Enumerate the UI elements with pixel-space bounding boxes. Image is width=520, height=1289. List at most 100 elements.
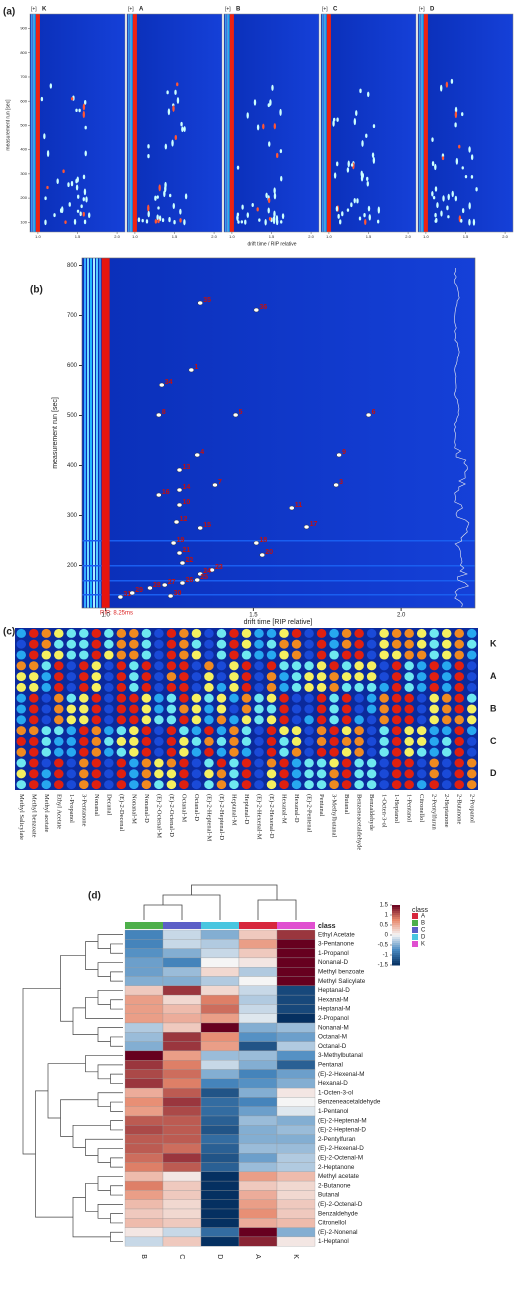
heat-cell — [276, 976, 316, 986]
spot — [85, 196, 88, 203]
spot — [254, 736, 264, 746]
spot — [76, 176, 79, 183]
scale-label: 1.5 — [380, 903, 389, 909]
scale-step — [392, 933, 400, 936]
heat-cell — [276, 1041, 316, 1052]
spot — [391, 661, 402, 671]
heat-cell — [276, 1227, 316, 1238]
column-label: B — [140, 1254, 147, 1259]
spot — [354, 682, 364, 692]
rip-line — [229, 14, 234, 232]
spot — [279, 747, 289, 757]
spot — [304, 672, 314, 682]
stripe — [228, 14, 230, 232]
heat-cell — [200, 1041, 240, 1052]
spot — [204, 639, 214, 649]
peak-label: 4 — [200, 449, 204, 456]
peak-label: 35 — [203, 297, 211, 304]
spot — [244, 219, 247, 225]
heat-cell — [162, 1050, 202, 1061]
peak-label: 6 — [372, 409, 376, 416]
spot — [346, 208, 350, 212]
peak — [188, 367, 195, 373]
spot — [16, 726, 27, 736]
spot — [329, 769, 339, 779]
spot — [379, 639, 389, 649]
spot — [429, 769, 439, 779]
spot — [304, 715, 314, 725]
spot — [129, 672, 139, 682]
spot — [441, 704, 452, 714]
row-label: Hexanal-D — [318, 1080, 348, 1087]
compound-label: Methyl acetate — [43, 794, 50, 833]
spot — [356, 198, 359, 204]
spot — [316, 650, 327, 660]
spot — [104, 639, 114, 649]
peak — [194, 577, 200, 583]
spot — [104, 650, 114, 660]
heat-cell — [276, 1106, 316, 1117]
spot — [82, 110, 86, 119]
spot — [141, 693, 152, 703]
heat-cell — [276, 948, 316, 959]
spot — [316, 747, 327, 757]
spot — [129, 769, 139, 779]
spot — [145, 219, 149, 224]
spot — [404, 650, 414, 660]
spot — [49, 83, 53, 89]
spot — [458, 144, 461, 149]
stripe — [131, 14, 133, 232]
spot — [451, 190, 454, 198]
compound-label: (E)-2-Octenal-D — [168, 794, 175, 837]
spot — [16, 715, 27, 725]
spot — [366, 661, 377, 671]
spot — [279, 769, 289, 779]
spot — [29, 693, 39, 703]
heat-cell — [162, 1218, 202, 1228]
spot — [266, 715, 277, 725]
spot — [354, 704, 364, 714]
spot — [116, 726, 127, 736]
heat-cell — [162, 1208, 202, 1219]
heat-cell — [200, 1180, 240, 1191]
spot — [341, 747, 352, 757]
spot — [129, 747, 139, 757]
spot — [316, 628, 327, 638]
spot — [172, 105, 175, 112]
row-label: Octanal-D — [318, 1043, 347, 1050]
spot — [461, 166, 464, 170]
y-tick-label: 800 — [67, 263, 78, 269]
spot — [16, 693, 27, 703]
heat-cell — [238, 948, 278, 959]
spot — [158, 184, 161, 192]
spot — [271, 84, 274, 91]
spot — [179, 715, 189, 725]
spot — [316, 769, 327, 779]
scale-step — [392, 951, 400, 954]
spot — [62, 169, 65, 174]
peak-label: 21 — [183, 547, 191, 554]
row-dendrogram — [110, 1213, 123, 1224]
spot — [229, 672, 239, 682]
heat-cell — [200, 939, 240, 949]
spot — [366, 780, 377, 790]
spot — [79, 661, 89, 671]
peak-label: 18 — [259, 537, 267, 544]
spot — [275, 215, 279, 222]
spot — [67, 182, 70, 188]
spot — [268, 216, 272, 221]
spot — [416, 736, 427, 746]
spot — [166, 747, 177, 757]
spot — [104, 682, 114, 692]
spot — [191, 726, 202, 736]
heat-cell — [200, 976, 240, 986]
spot — [54, 769, 64, 779]
heat-cell — [200, 1032, 240, 1042]
spot — [91, 693, 102, 703]
spot — [40, 96, 44, 102]
scale-step — [392, 939, 400, 942]
x-tick-label: 1.5 — [172, 234, 178, 239]
spot — [379, 661, 389, 671]
spot — [216, 726, 227, 736]
spot — [104, 780, 114, 790]
